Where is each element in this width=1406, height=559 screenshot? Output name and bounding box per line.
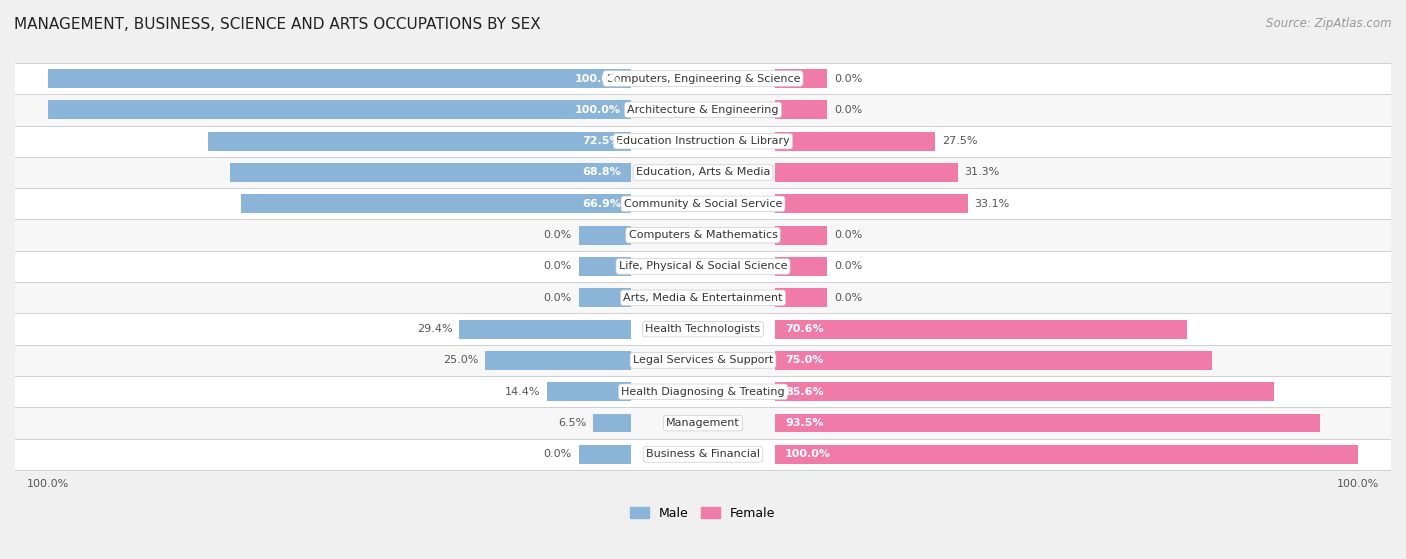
Bar	[15, 376, 1391, 408]
Bar	[775, 101, 828, 119]
Text: Legal Services & Support: Legal Services & Support	[633, 356, 773, 366]
Bar	[15, 314, 1391, 345]
Bar	[460, 320, 631, 339]
Bar	[15, 220, 1391, 251]
Bar	[775, 226, 828, 244]
Text: 0.0%: 0.0%	[544, 449, 572, 459]
Text: 33.1%: 33.1%	[974, 199, 1010, 209]
Bar	[229, 163, 631, 182]
Bar	[578, 445, 631, 464]
Bar	[775, 132, 935, 150]
Text: 0.0%: 0.0%	[834, 262, 862, 272]
Text: 0.0%: 0.0%	[834, 293, 862, 303]
Bar	[775, 414, 1320, 433]
Bar	[775, 288, 828, 307]
Text: 68.8%: 68.8%	[582, 168, 621, 178]
Text: Life, Physical & Social Science: Life, Physical & Social Science	[619, 262, 787, 272]
Bar	[208, 132, 631, 150]
Text: 6.5%: 6.5%	[558, 418, 586, 428]
Bar	[775, 195, 969, 213]
Bar	[15, 251, 1391, 282]
Bar	[775, 382, 1274, 401]
Bar	[15, 157, 1391, 188]
Text: Arts, Media & Entertainment: Arts, Media & Entertainment	[623, 293, 783, 303]
Text: 0.0%: 0.0%	[544, 262, 572, 272]
Bar	[15, 282, 1391, 314]
Text: 31.3%: 31.3%	[965, 168, 1000, 178]
Bar	[15, 94, 1391, 126]
Text: 0.0%: 0.0%	[834, 105, 862, 115]
Text: Business & Financial: Business & Financial	[645, 449, 761, 459]
Text: 0.0%: 0.0%	[834, 74, 862, 83]
Bar	[547, 382, 631, 401]
Text: Source: ZipAtlas.com: Source: ZipAtlas.com	[1267, 17, 1392, 30]
Text: Education Instruction & Library: Education Instruction & Library	[616, 136, 790, 146]
Text: 72.5%: 72.5%	[582, 136, 621, 146]
Text: Community & Social Service: Community & Social Service	[624, 199, 782, 209]
Text: Health Technologists: Health Technologists	[645, 324, 761, 334]
Bar	[15, 126, 1391, 157]
Bar	[578, 257, 631, 276]
Text: Architecture & Engineering: Architecture & Engineering	[627, 105, 779, 115]
Bar	[15, 63, 1391, 94]
Text: 0.0%: 0.0%	[544, 230, 572, 240]
Bar	[15, 188, 1391, 220]
Bar	[15, 408, 1391, 439]
Text: 14.4%: 14.4%	[505, 387, 540, 397]
Bar	[593, 414, 631, 433]
Legend: Male, Female: Male, Female	[626, 502, 780, 525]
Text: 25.0%: 25.0%	[443, 356, 478, 366]
Bar	[775, 320, 1187, 339]
Text: 0.0%: 0.0%	[834, 230, 862, 240]
Text: 66.9%: 66.9%	[582, 199, 621, 209]
Text: Management: Management	[666, 418, 740, 428]
Text: Health Diagnosing & Treating: Health Diagnosing & Treating	[621, 387, 785, 397]
Text: 27.5%: 27.5%	[942, 136, 977, 146]
Bar	[48, 69, 631, 88]
Text: MANAGEMENT, BUSINESS, SCIENCE AND ARTS OCCUPATIONS BY SEX: MANAGEMENT, BUSINESS, SCIENCE AND ARTS O…	[14, 17, 541, 32]
Text: 0.0%: 0.0%	[544, 293, 572, 303]
Text: Computers, Engineering & Science: Computers, Engineering & Science	[606, 74, 800, 83]
Bar	[775, 257, 828, 276]
Bar	[775, 445, 1358, 464]
Text: 29.4%: 29.4%	[418, 324, 453, 334]
Text: 100.0%: 100.0%	[575, 105, 621, 115]
Bar	[775, 69, 828, 88]
Bar	[578, 288, 631, 307]
Bar	[240, 195, 631, 213]
Bar	[775, 163, 957, 182]
Bar	[15, 439, 1391, 470]
Bar	[48, 101, 631, 119]
Text: 100.0%: 100.0%	[785, 449, 831, 459]
Text: 75.0%: 75.0%	[785, 356, 824, 366]
Text: 100.0%: 100.0%	[575, 74, 621, 83]
Text: 93.5%: 93.5%	[785, 418, 824, 428]
Bar	[578, 226, 631, 244]
Text: 85.6%: 85.6%	[785, 387, 824, 397]
Bar	[15, 345, 1391, 376]
Bar	[775, 351, 1212, 370]
Text: Computers & Mathematics: Computers & Mathematics	[628, 230, 778, 240]
Text: 70.6%: 70.6%	[785, 324, 824, 334]
Bar	[485, 351, 631, 370]
Text: Education, Arts & Media: Education, Arts & Media	[636, 168, 770, 178]
